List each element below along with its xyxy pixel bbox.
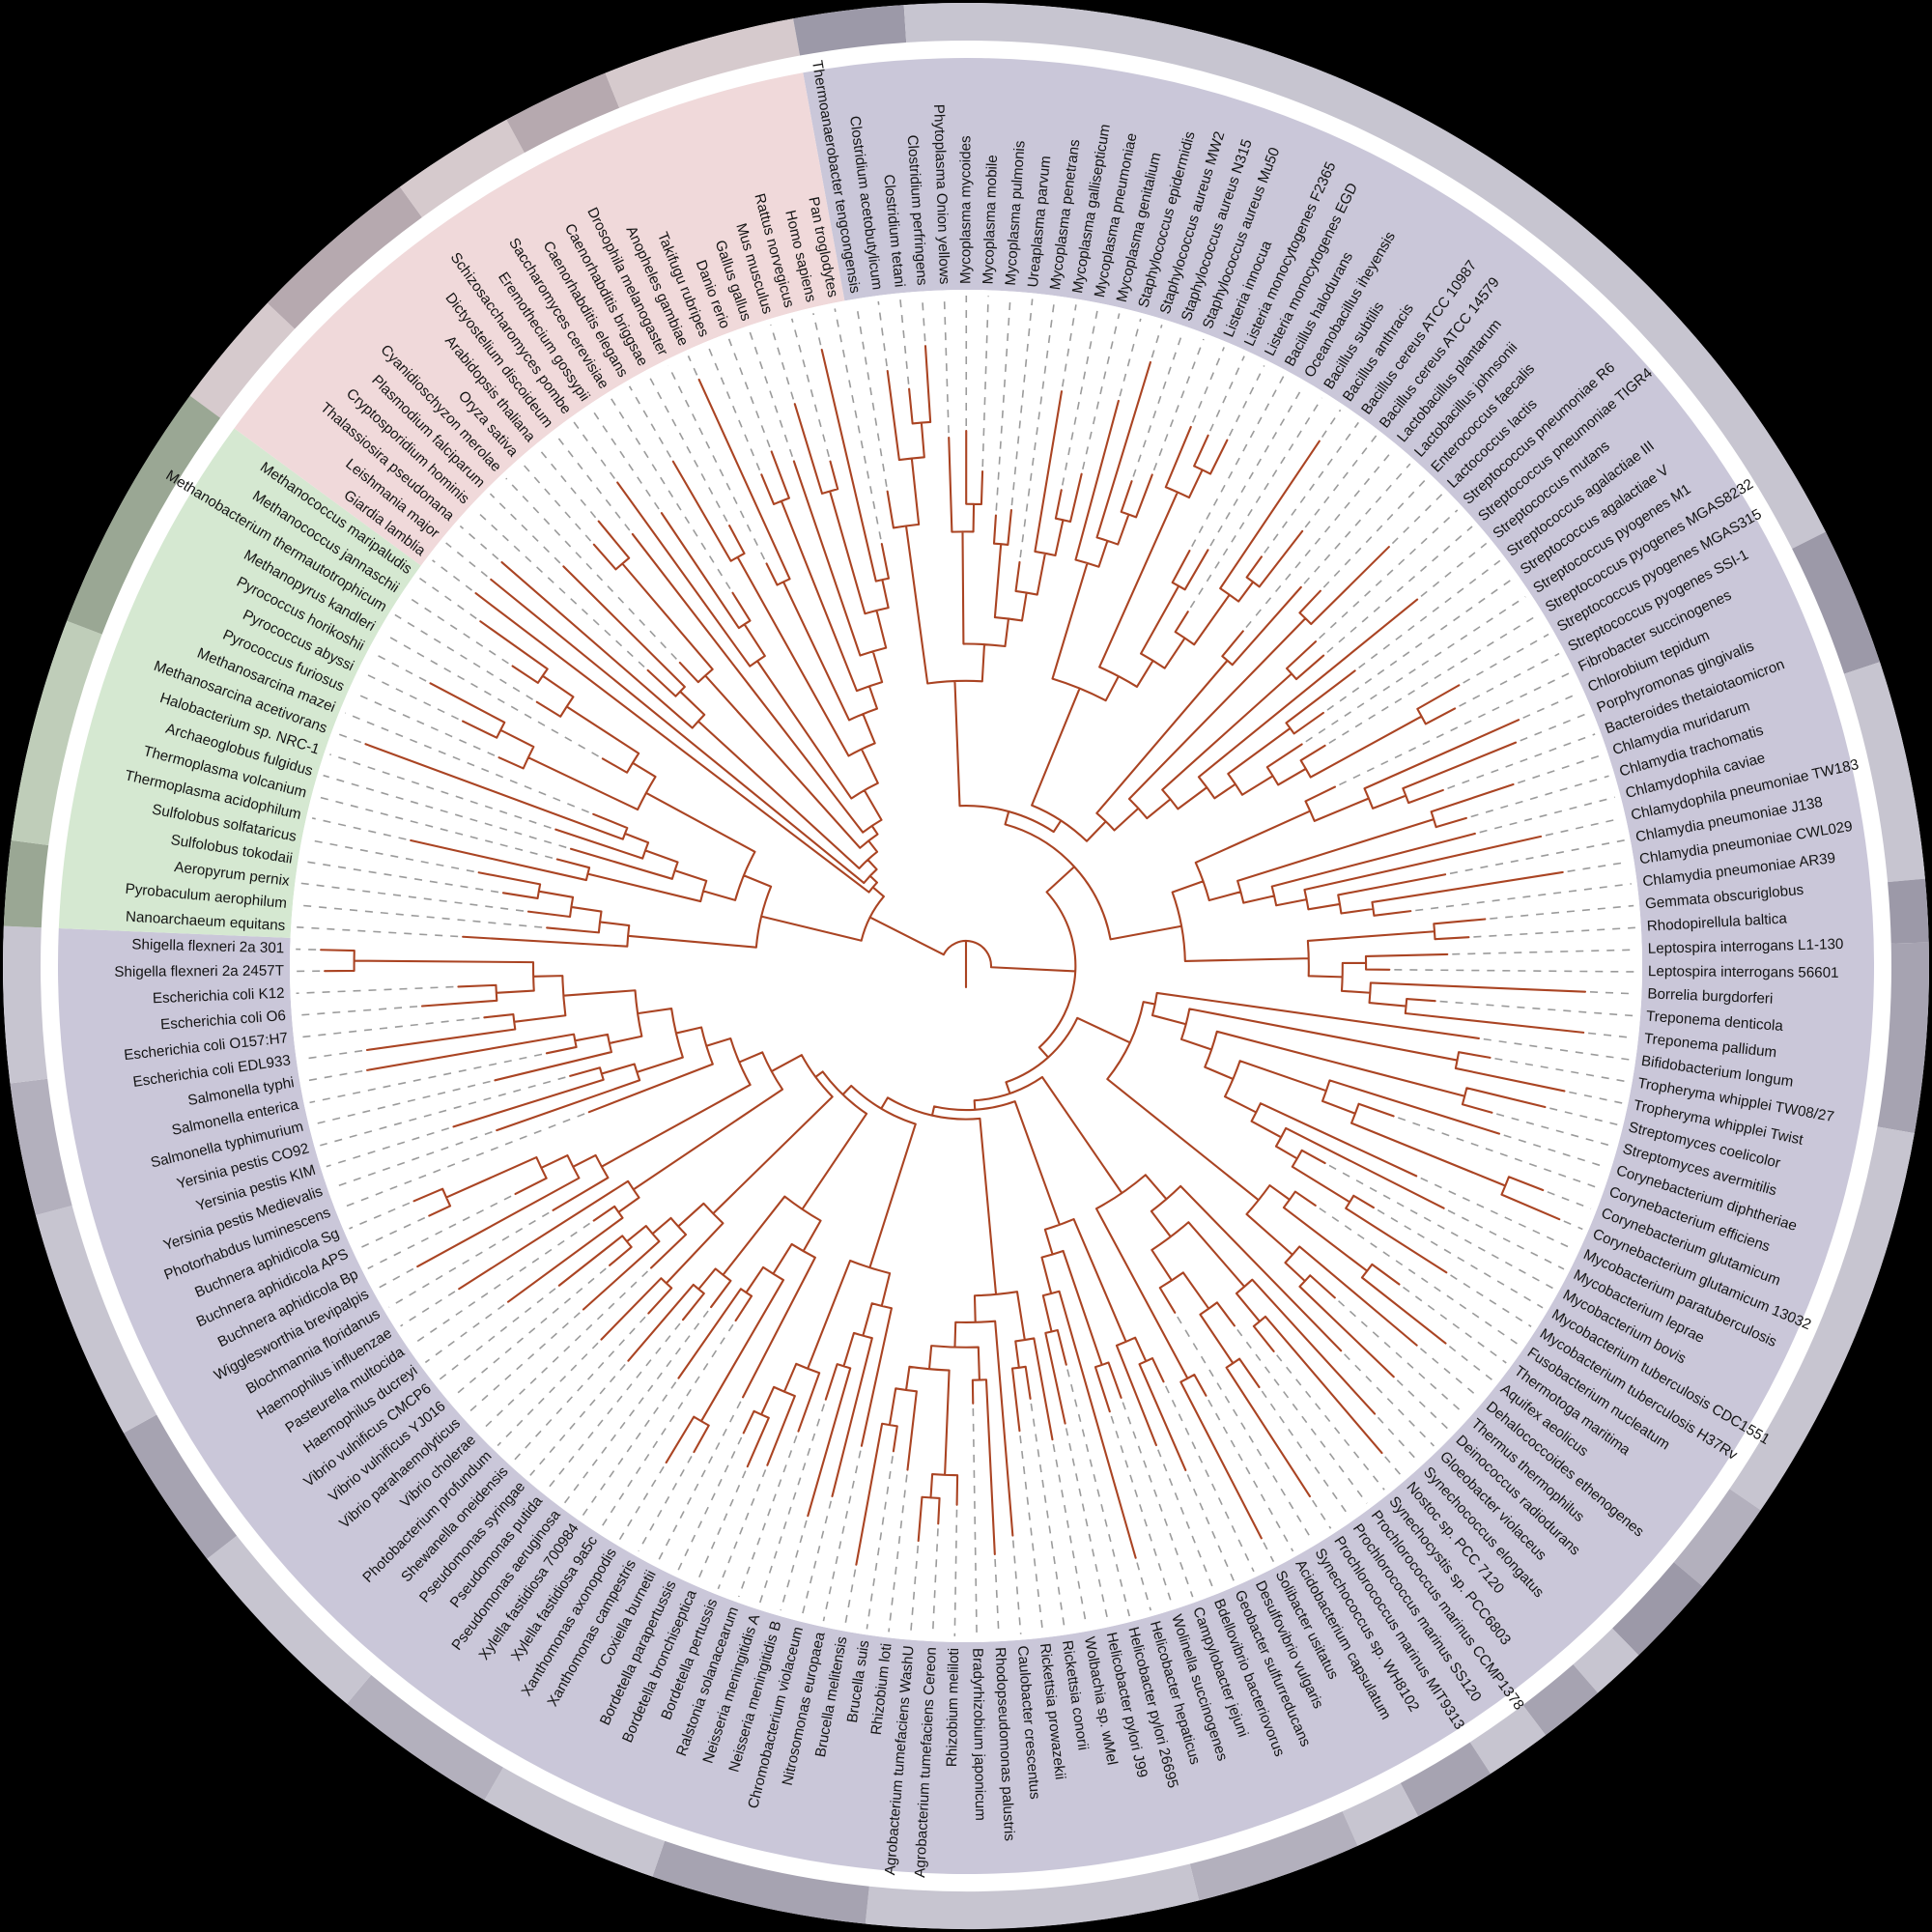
- ring-segment: [189, 302, 296, 418]
- guide-lines: [296, 295, 1636, 1636]
- ring-segment: [903, 3, 1826, 550]
- leaf-label[interactable]: Escherichia coli K12: [153, 985, 285, 1008]
- ring-segment: [124, 1414, 238, 1559]
- ring-segment: [1877, 942, 1929, 1134]
- ring-segment: [11, 620, 102, 845]
- ring-segment: [1673, 1489, 1761, 1587]
- ring-segment: [1888, 878, 1929, 944]
- ring-segment: [10, 1078, 72, 1216]
- leaf-label[interactable]: Borrelia burgdorferi: [1647, 985, 1774, 1007]
- ring-segment: [506, 72, 620, 154]
- ring-segment: [3, 839, 49, 928]
- leaf-label[interactable]: Shigella flexneri 2a 301: [131, 936, 284, 956]
- leaf-label[interactable]: Shigella flexneri 2a 2457T: [114, 963, 284, 980]
- ring-segment: [1400, 1742, 1492, 1817]
- leaf-label[interactable]: Mycoplasma mobile: [980, 155, 1001, 285]
- ring-segment: [1469, 1705, 1547, 1775]
- leaf-label[interactable]: Leptospira interrogans 56601: [1648, 963, 1839, 981]
- leaf-label[interactable]: Rhizobium meliloti: [944, 1648, 962, 1768]
- ring-segment: [865, 1863, 1200, 1929]
- ring-segment: [1612, 1562, 1703, 1656]
- domain-sectors: [57, 57, 1874, 1874]
- ring-segment: [1729, 1126, 1915, 1511]
- outer-ring: [2, 3, 1929, 1929]
- sector-archaea: [58, 428, 421, 938]
- leaf-label[interactable]: Phytoplasma Onion yellows: [930, 104, 952, 285]
- ring-segment: [1573, 1628, 1639, 1693]
- leaf-label[interactable]: Leptospira interrogans L1-130: [1648, 936, 1844, 957]
- ring-segment: [1189, 1811, 1358, 1901]
- ring-segment: [399, 119, 525, 217]
- tree-branches: [320, 345, 1587, 1566]
- ring-segment: [652, 1840, 869, 1924]
- ring-segment: [793, 5, 907, 56]
- ring-segment: [1792, 531, 1881, 674]
- ring-segment: [1844, 662, 1925, 883]
- ring-segment: [484, 1767, 666, 1877]
- leaf-label[interactable]: Mycoplasma mycoides: [957, 135, 974, 284]
- leaf-label[interactable]: Bradyrhizobium japonicum: [969, 1648, 988, 1821]
- ring-segment: [605, 18, 801, 108]
- ring-segment: [67, 395, 221, 635]
- ring-segment: [35, 1205, 157, 1434]
- ring-segment: [1522, 1664, 1599, 1736]
- ring-segment: [1342, 1782, 1419, 1846]
- ring-segment: [207, 1535, 372, 1704]
- ring-segment: [267, 186, 422, 329]
- sector-eukaryota: [234, 72, 845, 566]
- ring-segment: [2, 925, 48, 1084]
- ring-segment: [347, 1674, 503, 1801]
